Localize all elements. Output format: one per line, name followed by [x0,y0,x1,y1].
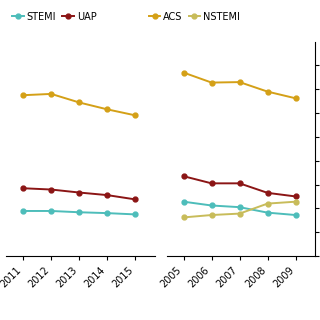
Legend: ACS, NSTEMI: ACS, NSTEMI [145,8,244,26]
Legend: STEMI, UAP: STEMI, UAP [8,8,100,26]
